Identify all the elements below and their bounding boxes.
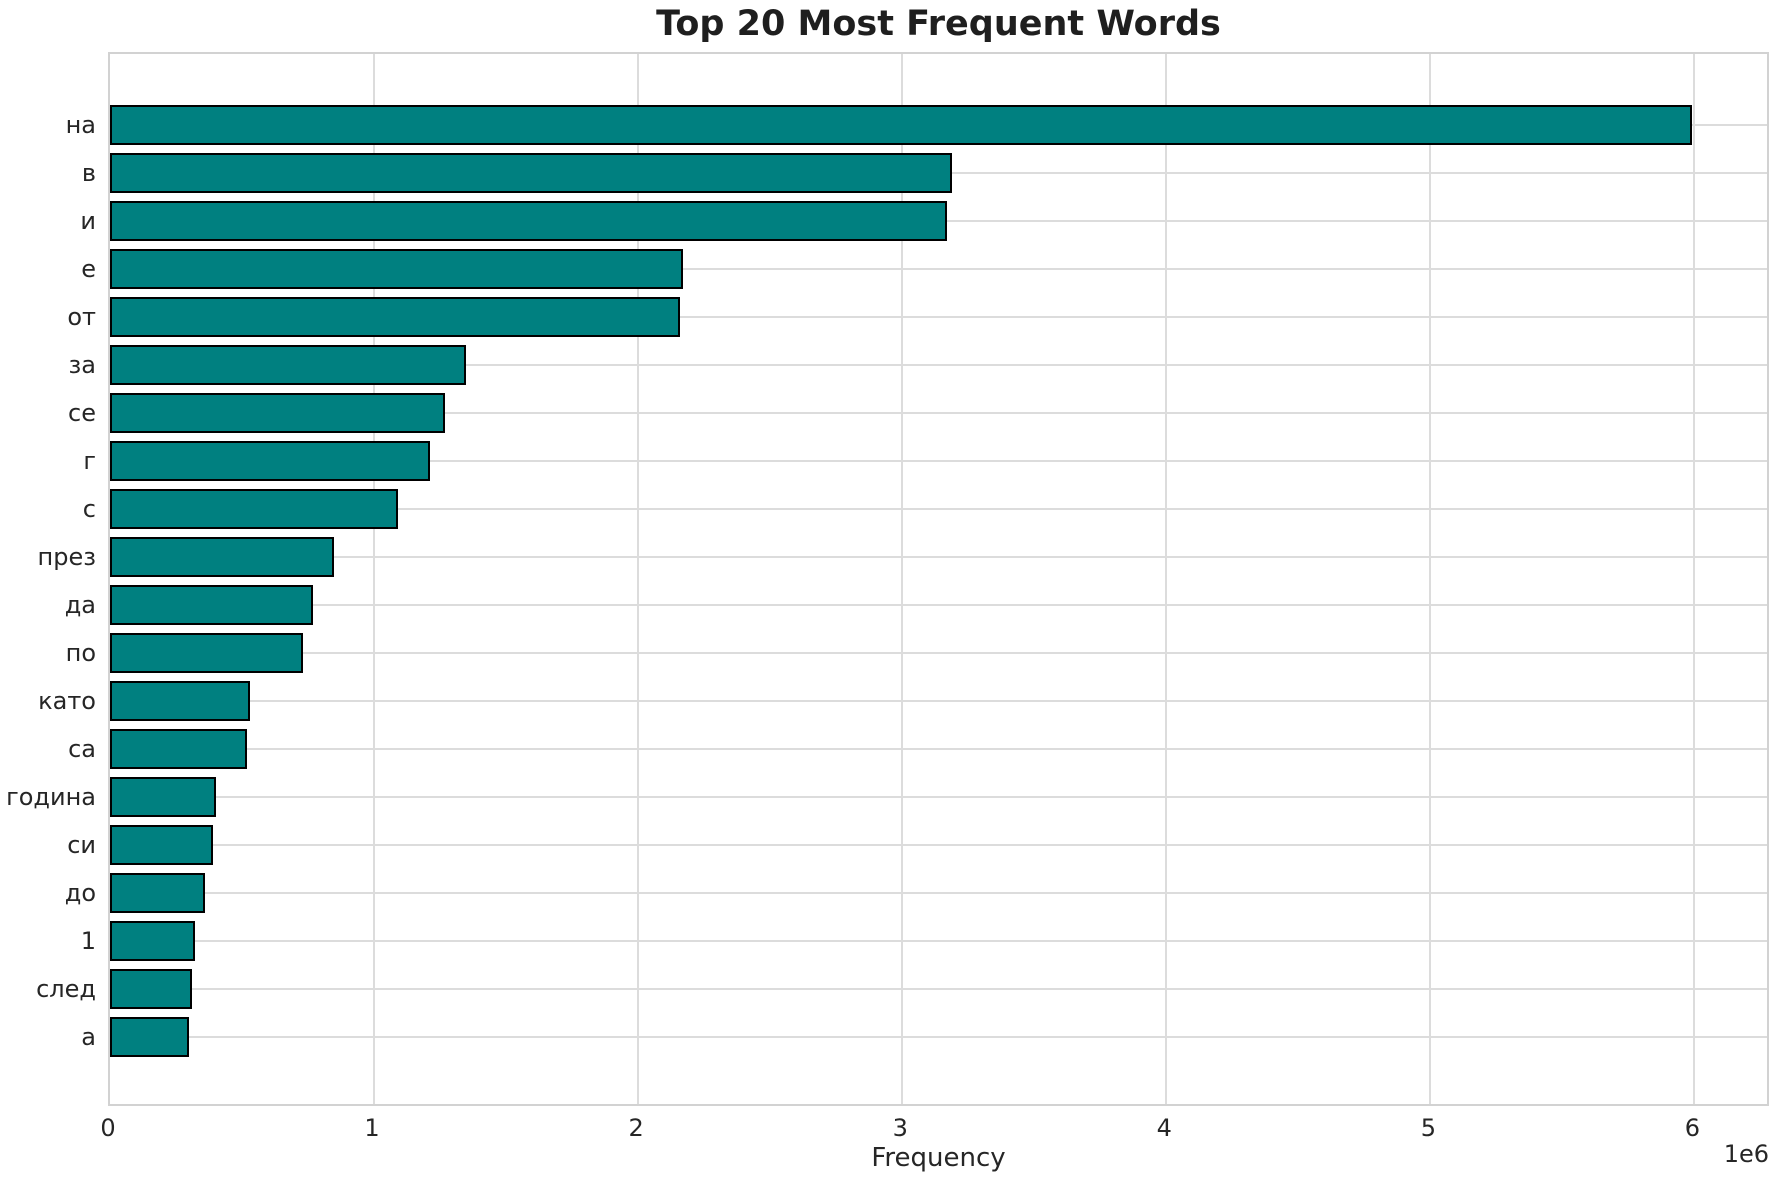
y-tick-label: след — [36, 975, 96, 1003]
bar — [110, 825, 213, 865]
vertical-gridline — [1693, 54, 1696, 1104]
bar — [110, 297, 681, 337]
horizontal-gridline — [110, 844, 1767, 846]
bar-row: от — [67, 293, 1767, 341]
bar — [110, 105, 1692, 145]
x-tick-label: 6 — [1684, 1114, 1701, 1142]
horizontal-gridline — [110, 460, 1767, 462]
horizontal-gridline — [110, 748, 1767, 750]
horizontal-gridline — [110, 1036, 1767, 1038]
bar — [110, 777, 216, 817]
bar-row: с — [83, 485, 1767, 533]
bar-row: за — [69, 341, 1767, 389]
bar — [110, 585, 314, 625]
horizontal-gridline — [110, 268, 1767, 270]
axis-scale-label: 1e6 — [1723, 1140, 1769, 1168]
horizontal-gridline — [110, 364, 1767, 366]
vertical-gridline — [373, 54, 376, 1104]
horizontal-gridline — [110, 700, 1767, 702]
x-tick-label: 1 — [364, 1114, 380, 1142]
y-tick-label: като — [38, 687, 96, 715]
bar-row: си — [67, 821, 1767, 869]
y-tick-label: на — [65, 111, 96, 139]
plot-area: на в и е от за се г с през да по като са година си до 1 сл… — [6, 52, 1769, 1106]
bar — [110, 729, 248, 769]
vertical-gridline — [1165, 54, 1168, 1104]
bar-row: да — [65, 581, 1767, 629]
horizontal-gridline — [110, 412, 1767, 414]
vertical-gridline — [901, 54, 904, 1104]
chart-title: Top 20 Most Frequent Words — [656, 4, 1221, 44]
bar-row: като — [38, 677, 1767, 725]
horizontal-gridline — [110, 796, 1767, 798]
bar — [110, 873, 206, 913]
y-tick-label: в — [81, 159, 96, 187]
bar-row: г — [83, 437, 1767, 485]
bar-row: по — [66, 629, 1767, 677]
horizontal-gridline — [110, 892, 1767, 894]
horizontal-gridline — [110, 652, 1767, 654]
bar-row: 1 — [81, 917, 1767, 965]
x-tick-label: 5 — [1420, 1114, 1436, 1142]
y-tick-label: от — [67, 303, 96, 331]
y-tick-label: г — [83, 447, 96, 475]
horizontal-gridline — [110, 988, 1767, 990]
bar — [110, 441, 430, 481]
y-tick-label: си — [67, 831, 96, 859]
bar — [110, 153, 953, 193]
y-tick-label: по — [65, 639, 96, 667]
bar-row: на — [66, 101, 1767, 149]
bar — [110, 249, 684, 289]
bar-row: а — [81, 1013, 1767, 1061]
horizontal-gridline — [110, 316, 1767, 318]
bar — [110, 201, 948, 241]
bar — [110, 921, 195, 961]
y-tick-label: се — [68, 399, 96, 427]
bar — [110, 345, 467, 385]
bar — [110, 1017, 190, 1057]
bar — [110, 489, 398, 529]
bar-row: в — [82, 149, 1767, 197]
y-tick-label: са — [68, 735, 96, 763]
y-tick-label: да — [64, 591, 96, 619]
y-tick-label: и — [80, 207, 96, 235]
bar — [110, 537, 335, 577]
horizontal-gridline — [110, 508, 1767, 510]
y-tick-label: през — [37, 543, 96, 571]
x-axis-title: Frequency — [871, 1143, 1006, 1173]
bar-row: до — [65, 869, 1767, 917]
x-tick-label: 3 — [892, 1114, 908, 1142]
bar-row: след — [36, 965, 1767, 1013]
bar-rows: на в и е от за се г с през да по като са година си до 1 сл… — [6, 54, 1767, 1104]
y-tick-label: до — [64, 879, 96, 907]
bar — [110, 969, 192, 1009]
horizontal-gridline — [110, 556, 1767, 558]
bar-row: година — [6, 773, 1767, 821]
y-tick-label: с — [82, 495, 96, 523]
bar — [110, 633, 303, 673]
y-tick-label: за — [68, 351, 96, 379]
x-tick-label: 4 — [1156, 1114, 1172, 1142]
bar-row: са — [68, 725, 1767, 773]
vertical-gridline — [637, 54, 640, 1104]
horizontal-gridline — [110, 940, 1767, 942]
x-tick-label: 2 — [628, 1114, 644, 1142]
bar — [110, 681, 250, 721]
bar — [110, 393, 446, 433]
vertical-gridline — [1429, 54, 1432, 1104]
bar-row: е — [81, 245, 1767, 293]
horizontal-gridline — [110, 604, 1767, 606]
bar-row: през — [38, 533, 1767, 581]
y-tick-label: е — [81, 255, 96, 283]
bar-row: се — [68, 389, 1767, 437]
y-tick-label: година — [6, 783, 96, 811]
bar-row: и — [80, 197, 1767, 245]
y-tick-label: а — [81, 1023, 96, 1051]
x-tick-label: 0 — [100, 1114, 116, 1142]
y-tick-label: 1 — [80, 927, 96, 955]
